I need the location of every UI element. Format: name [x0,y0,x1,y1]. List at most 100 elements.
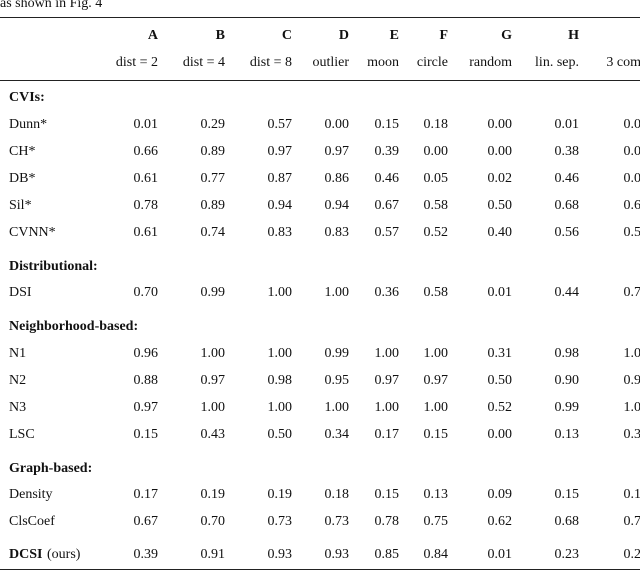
row-name: N3 [9,399,27,415]
cell-value: 0.57 [374,224,400,240]
cell-value: 0.17 [133,487,159,502]
cell-value: 0.84 [423,547,449,562]
cell-value: 0.33 [623,426,640,442]
cell-value: 0.01 [487,285,513,300]
cell-value: 0.52 [423,224,449,240]
cell-value: 0.23 [554,547,580,562]
section-title: CVIs: [9,90,45,105]
row-name: N1 [9,345,27,361]
cell-value: 0.61 [133,224,159,240]
cell-value: 1.00 [324,399,350,415]
cell-value: 0.56 [554,224,580,240]
cell-value: 0.15 [374,116,400,132]
cell-value: 0.50 [487,372,513,388]
cell-value: 1.00 [267,399,293,415]
cell-value: 0.77 [200,170,226,186]
cell-value: 0.73 [324,514,350,529]
cell-value: 0.97 [200,372,226,388]
row-name: Density [9,487,53,502]
cell-value: 1.00 [623,345,640,361]
cell-value: 0.39 [374,143,400,159]
cell-value: 0.15 [374,487,400,502]
cell-value: 0.68 [554,514,580,529]
cell-value: 0.13 [423,487,449,502]
cell-value: 0.98 [623,372,640,388]
cell-value: 0.59 [623,224,640,240]
cell-value: 1.00 [423,345,449,361]
column-label: outlier [312,55,349,70]
cell-value: 0.46 [374,170,400,186]
cell-value: 0.36 [374,285,400,300]
section-title: Distributional: [9,258,98,274]
cell-value: 0.99 [554,399,580,415]
cell-value: 0.88 [133,372,159,388]
cell-value: 0.70 [200,514,226,529]
header-rule [0,80,640,81]
column-letter: F [439,28,448,43]
cell-value: 0.89 [200,197,226,213]
caption-fragment: as shown in Fig. 4 [0,0,103,11]
cell-value: 0.91 [200,547,226,562]
cell-value: 0.58 [423,197,449,213]
cell-value: 0.00 [324,116,350,132]
cell-value: 0.19 [623,487,640,502]
cell-value: 0.00 [487,116,513,132]
cell-value: 0.99 [200,285,226,300]
cell-value: 0.00 [623,170,640,186]
column-letter: D [338,28,349,43]
column-label: random [469,55,512,70]
cell-value: 0.18 [423,116,449,132]
bottom-rule [0,569,640,571]
cell-value: 0.40 [487,224,513,240]
cell-value: 0.66 [133,143,159,159]
cell-value: 0.86 [324,170,350,186]
cell-value: 0.93 [324,547,350,562]
cell-value: 0.87 [267,170,293,186]
cell-value: 0.94 [267,197,293,213]
cell-value: 0.44 [554,285,580,300]
cell-value: 0.09 [487,487,513,502]
column-label: dist = 8 [249,55,292,70]
cell-value: 0.98 [267,372,293,388]
cell-value: 0.00 [487,143,513,159]
cell-value: 0.15 [133,426,159,442]
column-letter: C [281,28,292,43]
row-name: DCSI [9,547,43,562]
row-name: Dunn* [9,116,48,132]
row-note: (ours) [47,547,81,562]
cell-value: 0.74 [200,224,226,240]
cell-value: 0.46 [554,170,580,186]
cell-value: 0.89 [200,143,226,159]
cell-value: 0.39 [133,547,159,562]
cell-value: 0.02 [487,170,513,186]
cell-value: 0.97 [133,399,159,415]
cell-value: 0.01 [133,116,159,132]
cell-value: 1.00 [267,345,293,361]
cell-value: 0.27 [623,547,640,562]
cell-value: 1.00 [374,399,400,415]
cell-value: 0.09 [623,116,640,132]
top-rule [0,17,640,19]
column-label: circle [416,55,448,70]
column-label: dist = 2 [115,55,158,70]
cell-value: 1.00 [200,399,226,415]
cell-value: 0.57 [267,116,293,132]
row-name: CVNN* [9,224,56,240]
row-name: DSI [9,285,32,300]
cell-value: 0.18 [324,487,350,502]
cell-value: 0.05 [423,170,449,186]
cell-value: 0.43 [200,426,226,442]
cell-value: 0.73 [267,514,293,529]
column-label: 3 comp [606,55,640,70]
row-name: ClsCoef [9,514,55,529]
cell-value: 0.58 [423,285,449,300]
column-label: dist = 4 [182,55,225,70]
cell-value: 0.78 [374,514,400,529]
cell-value: 0.75 [623,285,640,300]
column-letter: B [215,28,225,43]
cell-value: 0.01 [554,116,580,132]
cell-value: 0.95 [324,372,350,388]
cell-value: 0.83 [324,224,350,240]
cell-value: 0.61 [133,170,159,186]
